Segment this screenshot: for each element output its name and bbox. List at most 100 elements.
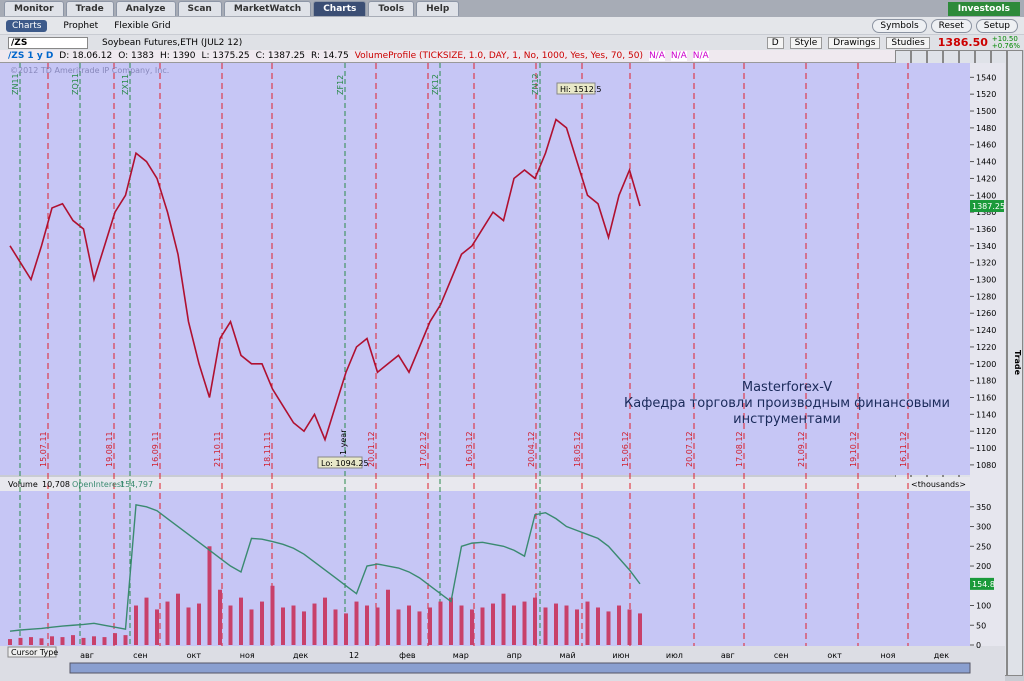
tab[interactable]: Charts bbox=[313, 1, 367, 16]
x-tick-label: апр bbox=[507, 651, 522, 660]
volume-bar bbox=[155, 609, 159, 645]
volume-bar bbox=[386, 589, 390, 645]
volume-bar bbox=[627, 609, 632, 645]
volume-bar bbox=[113, 633, 117, 645]
toolbar-button[interactable]: Setup bbox=[975, 18, 1018, 33]
tab[interactable]: Monitor bbox=[4, 1, 64, 16]
date-label: 21.10.11 bbox=[213, 431, 222, 467]
tab[interactable]: Analyze bbox=[115, 1, 176, 16]
hi-label: Hi: 1512.5 bbox=[560, 85, 601, 94]
date-label: 20.04.12 bbox=[527, 431, 536, 467]
volume-bar bbox=[102, 637, 107, 645]
volume-bar bbox=[333, 609, 338, 645]
units: <thousands> bbox=[911, 480, 966, 489]
volume-bar bbox=[617, 605, 621, 645]
contract-label: ZX11 bbox=[121, 74, 130, 95]
scrollbar bbox=[69, 662, 971, 674]
x-tick-label: дек bbox=[934, 651, 949, 660]
watermark: инструментами bbox=[733, 412, 841, 427]
y-tick-label: 350 bbox=[976, 503, 991, 512]
y-tick-label: 1120 bbox=[976, 427, 996, 436]
chart-buttons: D Style Drawings Studies bbox=[761, 36, 930, 49]
chart-button[interactable]: Style bbox=[789, 36, 823, 49]
volume-bar bbox=[344, 613, 348, 645]
x-tick-label: июл bbox=[666, 651, 683, 660]
last-price-box bbox=[970, 200, 1004, 213]
subtab[interactable]: Prophet bbox=[63, 20, 99, 31]
y-tick-label: 1260 bbox=[976, 309, 996, 318]
volume-bar bbox=[533, 597, 537, 645]
year-label: 1 year bbox=[339, 429, 348, 455]
volume-bar bbox=[207, 546, 212, 645]
volume-bar bbox=[123, 635, 128, 645]
toolbar-button[interactable]: Reset bbox=[930, 18, 972, 33]
legend-volume: Volume bbox=[8, 480, 38, 489]
x-tick-label: ноя bbox=[240, 651, 255, 660]
y-tick-label: 1140 bbox=[976, 410, 996, 419]
date-label: 16.09.11 bbox=[151, 431, 160, 467]
chart-button[interactable]: Drawings bbox=[828, 36, 881, 49]
tab[interactable]: Help bbox=[416, 1, 460, 16]
y-tick-label: 50 bbox=[976, 621, 986, 630]
volume-bar bbox=[60, 637, 65, 645]
tab[interactable]: Tools bbox=[368, 1, 415, 16]
main-tabs: Monitor Trade Analyze Scan MarketWatch Charts… bbox=[0, 0, 1024, 17]
x-tick-label: авг bbox=[721, 651, 735, 660]
toolbar-button[interactable]: Symbols bbox=[872, 18, 927, 33]
brand[interactable]: Investools bbox=[947, 1, 1020, 16]
volume-bar bbox=[638, 613, 642, 645]
date-label: 18.05.12 bbox=[573, 431, 582, 467]
x-tick-label: 12 bbox=[349, 651, 359, 660]
price-line bbox=[9, 118, 641, 442]
volume-bar bbox=[197, 603, 201, 645]
volume-bar bbox=[291, 605, 296, 645]
price-panel bbox=[0, 63, 1005, 475]
oi-last-label: 154.8 bbox=[972, 580, 995, 589]
volume-bar bbox=[8, 639, 12, 645]
contract-label: ZN11 bbox=[11, 73, 20, 95]
x-tick-label: окт bbox=[187, 651, 202, 660]
subtab[interactable]: Flexible Grid bbox=[114, 20, 171, 31]
last-price-label: 1387.25 bbox=[972, 202, 1005, 211]
volume-bar bbox=[512, 605, 516, 645]
x-tick-label: авг bbox=[80, 651, 94, 660]
subtab[interactable]: Charts bbox=[6, 19, 48, 32]
y-tick-label: 1400 bbox=[976, 191, 996, 200]
chart-button[interactable]: D bbox=[766, 36, 784, 49]
volume-bar bbox=[554, 603, 558, 645]
date-label: 20.01.12 bbox=[367, 431, 376, 467]
volume-bar bbox=[606, 611, 611, 645]
volume-bar bbox=[438, 601, 443, 645]
volume-bar bbox=[186, 607, 191, 645]
date-label: 16.11.12 bbox=[899, 431, 908, 467]
y-tick-label: 1380 bbox=[976, 208, 996, 217]
readout: 10,708 bbox=[42, 480, 70, 489]
tab[interactable]: Trade bbox=[65, 1, 114, 16]
watermark: Masterforex-V bbox=[742, 380, 832, 395]
info-field: O: 1383 bbox=[118, 51, 154, 61]
date-label: 15.06.12 bbox=[621, 431, 630, 467]
y-tick-label: 1100 bbox=[976, 444, 996, 453]
volume-bar bbox=[543, 607, 548, 645]
watermark: Кафедра торговли производным финансовыми bbox=[624, 396, 950, 411]
last-price: 1386.50 bbox=[937, 36, 988, 49]
study-value: N/A bbox=[648, 51, 665, 61]
side-tab[interactable]: Trade bbox=[1007, 50, 1023, 676]
volume-bar bbox=[596, 607, 600, 645]
chart-button[interactable]: Studies bbox=[886, 36, 930, 49]
volume-bar bbox=[396, 609, 401, 645]
volume-bar bbox=[270, 585, 275, 645]
y-tick-label: 1460 bbox=[976, 141, 996, 150]
y-tick-label: 1520 bbox=[976, 90, 996, 99]
x-tick-label: май bbox=[560, 651, 576, 660]
volume-bar bbox=[18, 637, 23, 645]
tab[interactable]: Scan bbox=[177, 1, 222, 16]
symbol-input[interactable]: /ZS bbox=[8, 36, 88, 49]
tab[interactable]: MarketWatch bbox=[223, 1, 312, 16]
date-label: 17.02.12 bbox=[419, 431, 428, 467]
y-tick-label: 1440 bbox=[976, 158, 996, 167]
volume-header bbox=[0, 477, 1005, 491]
y-tick-label: 1080 bbox=[976, 461, 996, 470]
volume-bar bbox=[134, 605, 138, 645]
